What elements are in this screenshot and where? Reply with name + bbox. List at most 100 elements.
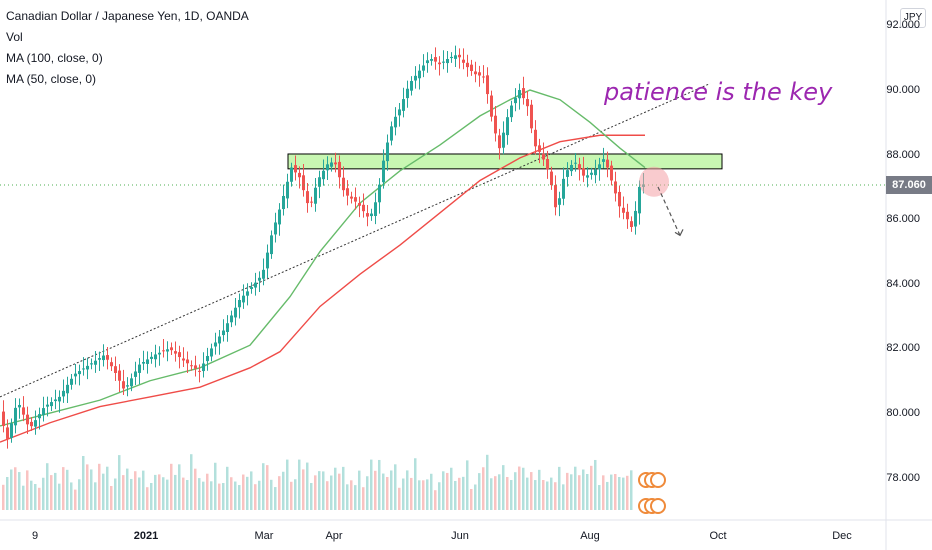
candle-body — [90, 363, 93, 365]
candle-body — [50, 402, 53, 407]
candle-body — [386, 142, 389, 162]
x-tick-label: Dec — [832, 530, 852, 542]
volume-bar — [402, 478, 405, 510]
volume-bar — [498, 474, 501, 510]
candle-body — [110, 362, 113, 367]
candle-body — [66, 384, 69, 394]
volume-bar — [174, 474, 177, 510]
candle-body — [390, 126, 393, 141]
x-tick-label: Jun — [451, 530, 469, 542]
volume-bar — [82, 456, 85, 510]
volume-bar — [250, 471, 253, 510]
candle-body — [218, 336, 221, 344]
volume-bar — [282, 471, 285, 510]
volume-bar — [346, 484, 349, 510]
volume-bar — [42, 477, 45, 510]
legend-title: Canadian Dollar / Japanese Yen, 1D, OAND… — [6, 9, 249, 23]
candle-body — [318, 177, 321, 187]
highlight-circle — [639, 166, 669, 197]
volume-bar — [598, 485, 601, 510]
volume-bar — [510, 480, 513, 510]
candle-body — [526, 99, 529, 107]
y-tick-label: 86.000 — [886, 213, 920, 226]
candle-body — [534, 129, 537, 147]
volume-bar — [142, 470, 145, 510]
volume-bar — [222, 483, 225, 510]
candle-body — [442, 61, 445, 63]
y-tick-label: 90.000 — [886, 84, 920, 97]
candle-body — [374, 202, 377, 217]
volume-bar — [306, 462, 309, 510]
candle-body — [462, 59, 465, 63]
candle-body — [474, 71, 477, 75]
candle-body — [278, 209, 281, 225]
candle-body — [358, 203, 361, 206]
volume-bar — [98, 463, 101, 510]
candle-body — [270, 235, 273, 255]
volume-bar — [590, 465, 593, 510]
currency-badge[interactable]: JPY — [900, 8, 926, 28]
volume-bar — [62, 467, 65, 510]
volume-bar — [562, 484, 565, 510]
volume-bar — [102, 473, 105, 510]
x-tick-label: Apr — [325, 530, 343, 542]
candle-body — [362, 204, 365, 212]
volume-bar — [54, 472, 57, 510]
volume-bar — [270, 479, 273, 510]
candle-body — [250, 287, 253, 289]
volume-bar — [310, 483, 313, 510]
candle-body — [582, 168, 585, 176]
volume-bar — [214, 462, 217, 510]
candle-body — [106, 355, 109, 360]
volume-bar — [586, 474, 589, 510]
volume-bar — [166, 479, 169, 510]
candle-body — [166, 349, 169, 352]
candle-body — [518, 90, 521, 99]
volume-bar — [454, 480, 457, 510]
candle-body — [550, 171, 553, 186]
candle-body — [154, 354, 157, 360]
candle-body — [618, 191, 621, 207]
candle-body — [210, 348, 213, 357]
candle-body — [206, 355, 209, 362]
candle-body — [242, 295, 245, 303]
candle-body — [350, 196, 353, 199]
candle-body — [238, 299, 241, 308]
volume-bar — [366, 476, 369, 510]
chart-legend: Canadian Dollar / Japanese Yen, 1D, OAND… — [6, 6, 249, 90]
volume-bar — [358, 470, 361, 510]
y-tick-label: 82.000 — [886, 342, 920, 355]
volume-bar — [442, 471, 445, 510]
candle-body — [130, 378, 133, 387]
volume-bar — [122, 475, 125, 510]
volume-bar — [406, 470, 409, 510]
candle-body — [70, 378, 73, 385]
volume-bar — [370, 459, 373, 510]
volume-bar — [50, 475, 53, 510]
candle-body — [14, 407, 17, 426]
volume-bar — [438, 482, 441, 510]
volume-bar — [106, 466, 109, 510]
candle-body — [162, 350, 165, 352]
volume-bar — [86, 464, 89, 510]
volume-bar — [330, 475, 333, 510]
volume-bar — [18, 472, 21, 510]
legend-vol: Vol — [6, 30, 23, 44]
volume-bar — [238, 485, 241, 510]
volume-bar — [22, 485, 25, 510]
volume-bar — [30, 480, 33, 510]
candle-body — [222, 330, 225, 336]
volume-bar — [622, 477, 625, 510]
volume-bar — [426, 479, 429, 510]
volume-bar — [414, 458, 417, 510]
candle-body — [58, 396, 61, 402]
volume-bar — [2, 484, 5, 510]
volume-bar — [450, 467, 453, 510]
volume-bar — [178, 464, 181, 510]
candle-body — [126, 385, 129, 387]
candle-body — [630, 221, 633, 227]
candle-body — [566, 170, 569, 177]
candle-body — [610, 165, 613, 181]
volume-bar — [530, 472, 533, 510]
